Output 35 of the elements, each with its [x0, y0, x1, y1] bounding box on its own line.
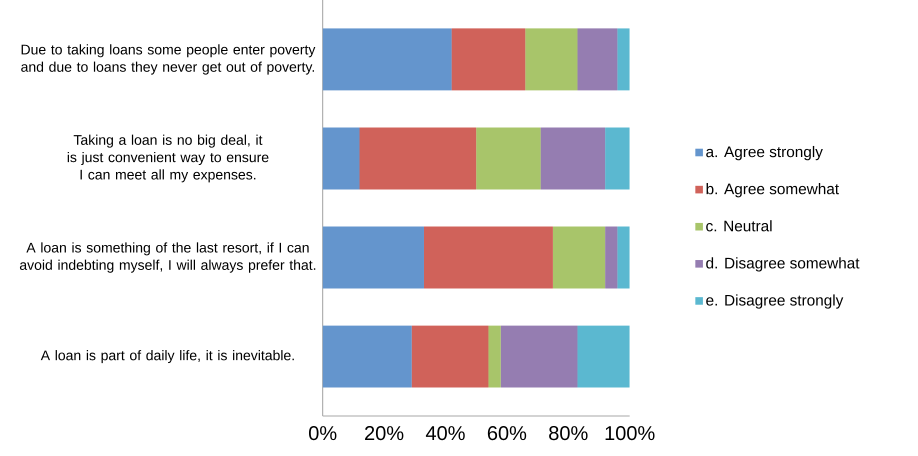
bar	[322, 28, 452, 90]
legend-label: b. Agree somewhat	[706, 183, 839, 198]
y-tick-label: A loan is something of the last resort, if I can avoid indebting myself, I will always prefer that.	[20, 242, 316, 273]
bar	[452, 28, 526, 90]
legend-label: d. Disagree somewhat	[706, 257, 860, 272]
legend-label: a. Agree strongly	[706, 146, 823, 160]
x-tick-label: 100%	[606, 426, 655, 440]
y-tick-label: Taking a loan is no big deal, it is just convenient way to ensure I can meet all my expenses.	[68, 134, 268, 182]
bar	[540, 127, 606, 190]
bar	[488, 326, 501, 388]
legend-label: e. Disagree strongly	[706, 294, 844, 309]
x-tick-label: 0%	[308, 426, 336, 440]
bar	[617, 226, 630, 289]
x-tick-label: 20%	[365, 426, 404, 440]
bar	[322, 226, 424, 289]
bar	[322, 326, 412, 388]
bar	[322, 127, 360, 190]
bar	[577, 326, 630, 388]
bar	[577, 28, 618, 90]
bar	[360, 127, 476, 190]
legend-label: c. Neutral	[706, 220, 772, 232]
bar	[412, 326, 488, 388]
bar	[476, 127, 541, 190]
bar	[605, 127, 630, 190]
x-tick-label: 60%	[488, 426, 526, 440]
bar	[605, 226, 618, 289]
bar	[500, 326, 578, 388]
x-tick-label: 40%	[426, 426, 465, 440]
y-tick-label: A loan is part of daily life, it is inevitable.	[40, 350, 294, 364]
bar	[552, 226, 606, 289]
bar	[424, 226, 553, 289]
bar	[617, 28, 630, 90]
bar	[525, 28, 578, 90]
y-tick-label: Due to taking loans some people enter poverty and due to loans they never get out of poverty.	[21, 44, 316, 75]
x-tick-label: 80%	[549, 426, 588, 440]
